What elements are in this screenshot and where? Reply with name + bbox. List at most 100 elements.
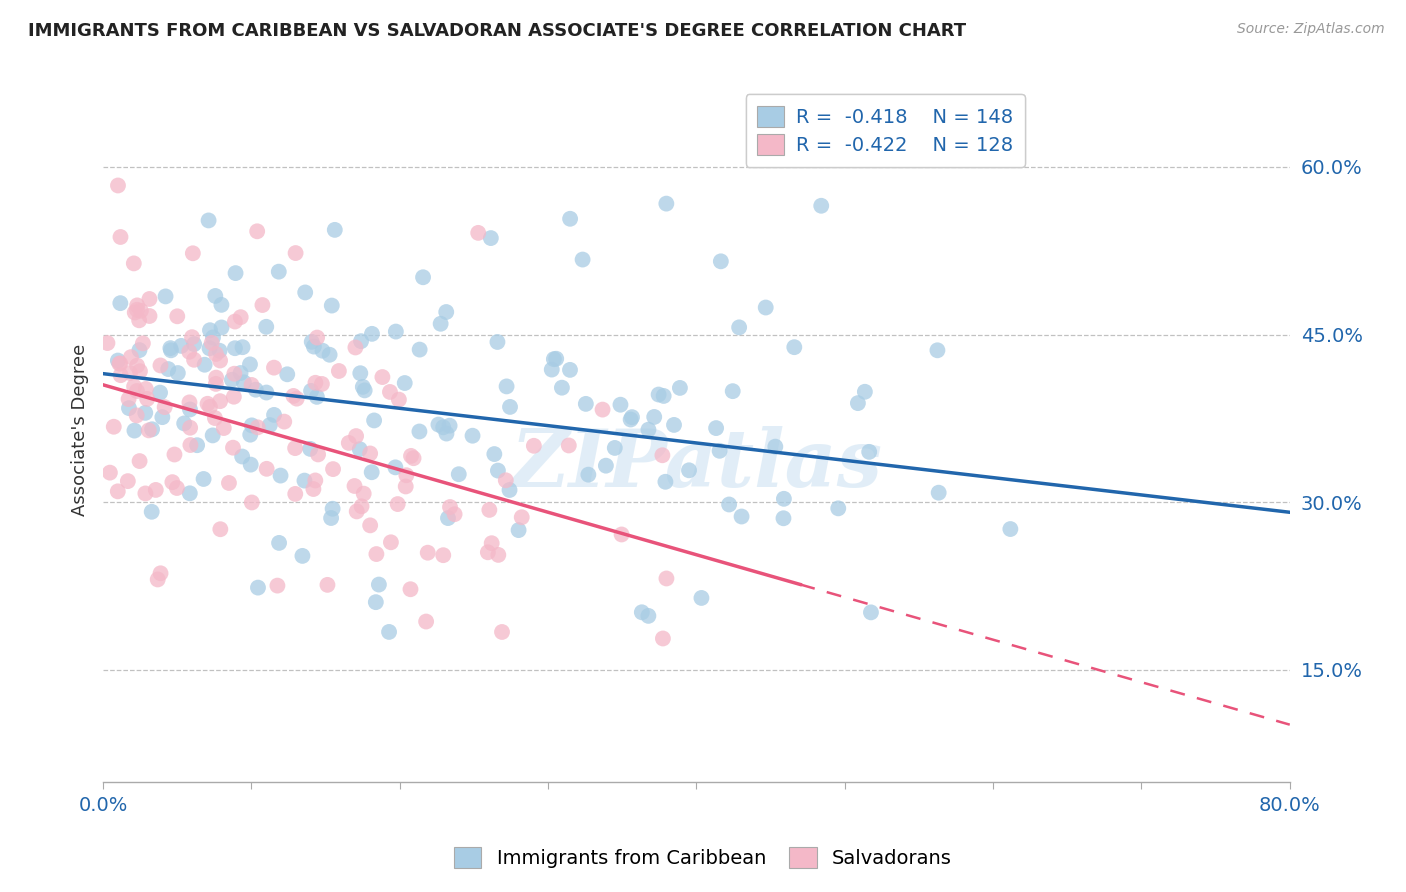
Point [134,406,156,420]
Point [240,495,263,509]
Point [305,390,328,404]
Point [276,368,298,382]
Point [427,417,450,432]
Point [1000,522,1022,536]
Point [367,577,389,591]
Point [344,341,367,355]
Point [284,441,307,455]
Point [387,497,409,511]
Point [359,446,381,460]
Point [256,462,278,476]
Point [486,334,509,349]
Point [209,298,232,312]
Point [193,472,215,486]
Point [118,366,141,380]
Point [350,500,373,514]
Point [125,409,148,423]
Point [337,436,360,450]
Point [179,486,201,500]
Point [218,475,240,490]
Point [204,411,226,425]
Point [129,364,152,378]
Point [402,451,425,466]
Point [197,397,219,411]
Point [498,483,520,497]
Text: ZIPatlas: ZIPatlas [510,426,883,503]
Point [136,392,159,406]
Point [610,527,633,541]
Point [181,246,204,260]
Point [380,535,402,549]
Point [540,362,562,376]
Point [302,340,325,354]
Point [103,419,125,434]
Point [179,438,201,452]
Point [239,357,262,371]
Point [322,501,344,516]
Point [232,376,254,390]
Point [510,510,533,524]
Point [323,223,346,237]
Point [352,380,374,394]
Point [117,474,139,488]
Text: Source: ZipAtlas.com: Source: ZipAtlas.com [1237,22,1385,37]
Point [209,353,232,368]
Point [709,443,731,458]
Point [651,632,673,646]
Point [201,428,224,442]
Point [558,363,581,377]
Point [643,409,665,424]
Point [558,211,581,226]
Point [129,303,152,318]
Point [229,310,252,325]
Point [484,447,506,461]
Point [194,358,217,372]
Point [138,423,160,437]
Point [316,578,339,592]
Point [107,353,129,368]
Point [432,548,454,562]
Point [359,518,381,533]
Point [447,467,470,482]
Point [201,335,224,350]
Point [669,381,692,395]
Point [122,379,145,393]
Point [321,299,343,313]
Legend: Immigrants from Caribbean, Salvadorans: Immigrants from Caribbean, Salvadorans [444,838,962,878]
Point [124,305,146,319]
Point [212,421,235,435]
Point [291,549,314,563]
Point [240,418,263,433]
Point [246,224,269,238]
Point [477,545,499,559]
Point [254,385,277,400]
Point [371,370,394,384]
Point [181,330,204,344]
Point [652,389,675,403]
Point [637,423,659,437]
Point [117,392,139,406]
Point [499,400,522,414]
Point [439,418,461,433]
Point [141,505,163,519]
Point [259,418,281,433]
Point [647,387,669,401]
Point [122,256,145,270]
Point [690,591,713,605]
Point [437,511,460,525]
Point [311,343,333,358]
Point [98,466,121,480]
Point [927,343,949,358]
Point [763,440,786,454]
Point [299,384,322,398]
Point [439,500,461,514]
Legend: R =  -0.418    N = 148, R =  -0.422    N = 128: R = -0.418 N = 148, R = -0.422 N = 128 [745,95,1025,167]
Point [344,429,367,443]
Point [395,468,418,483]
Point [467,226,489,240]
Point [205,370,228,384]
Point [204,289,226,303]
Point [124,424,146,438]
Point [655,572,678,586]
Point [209,522,232,536]
